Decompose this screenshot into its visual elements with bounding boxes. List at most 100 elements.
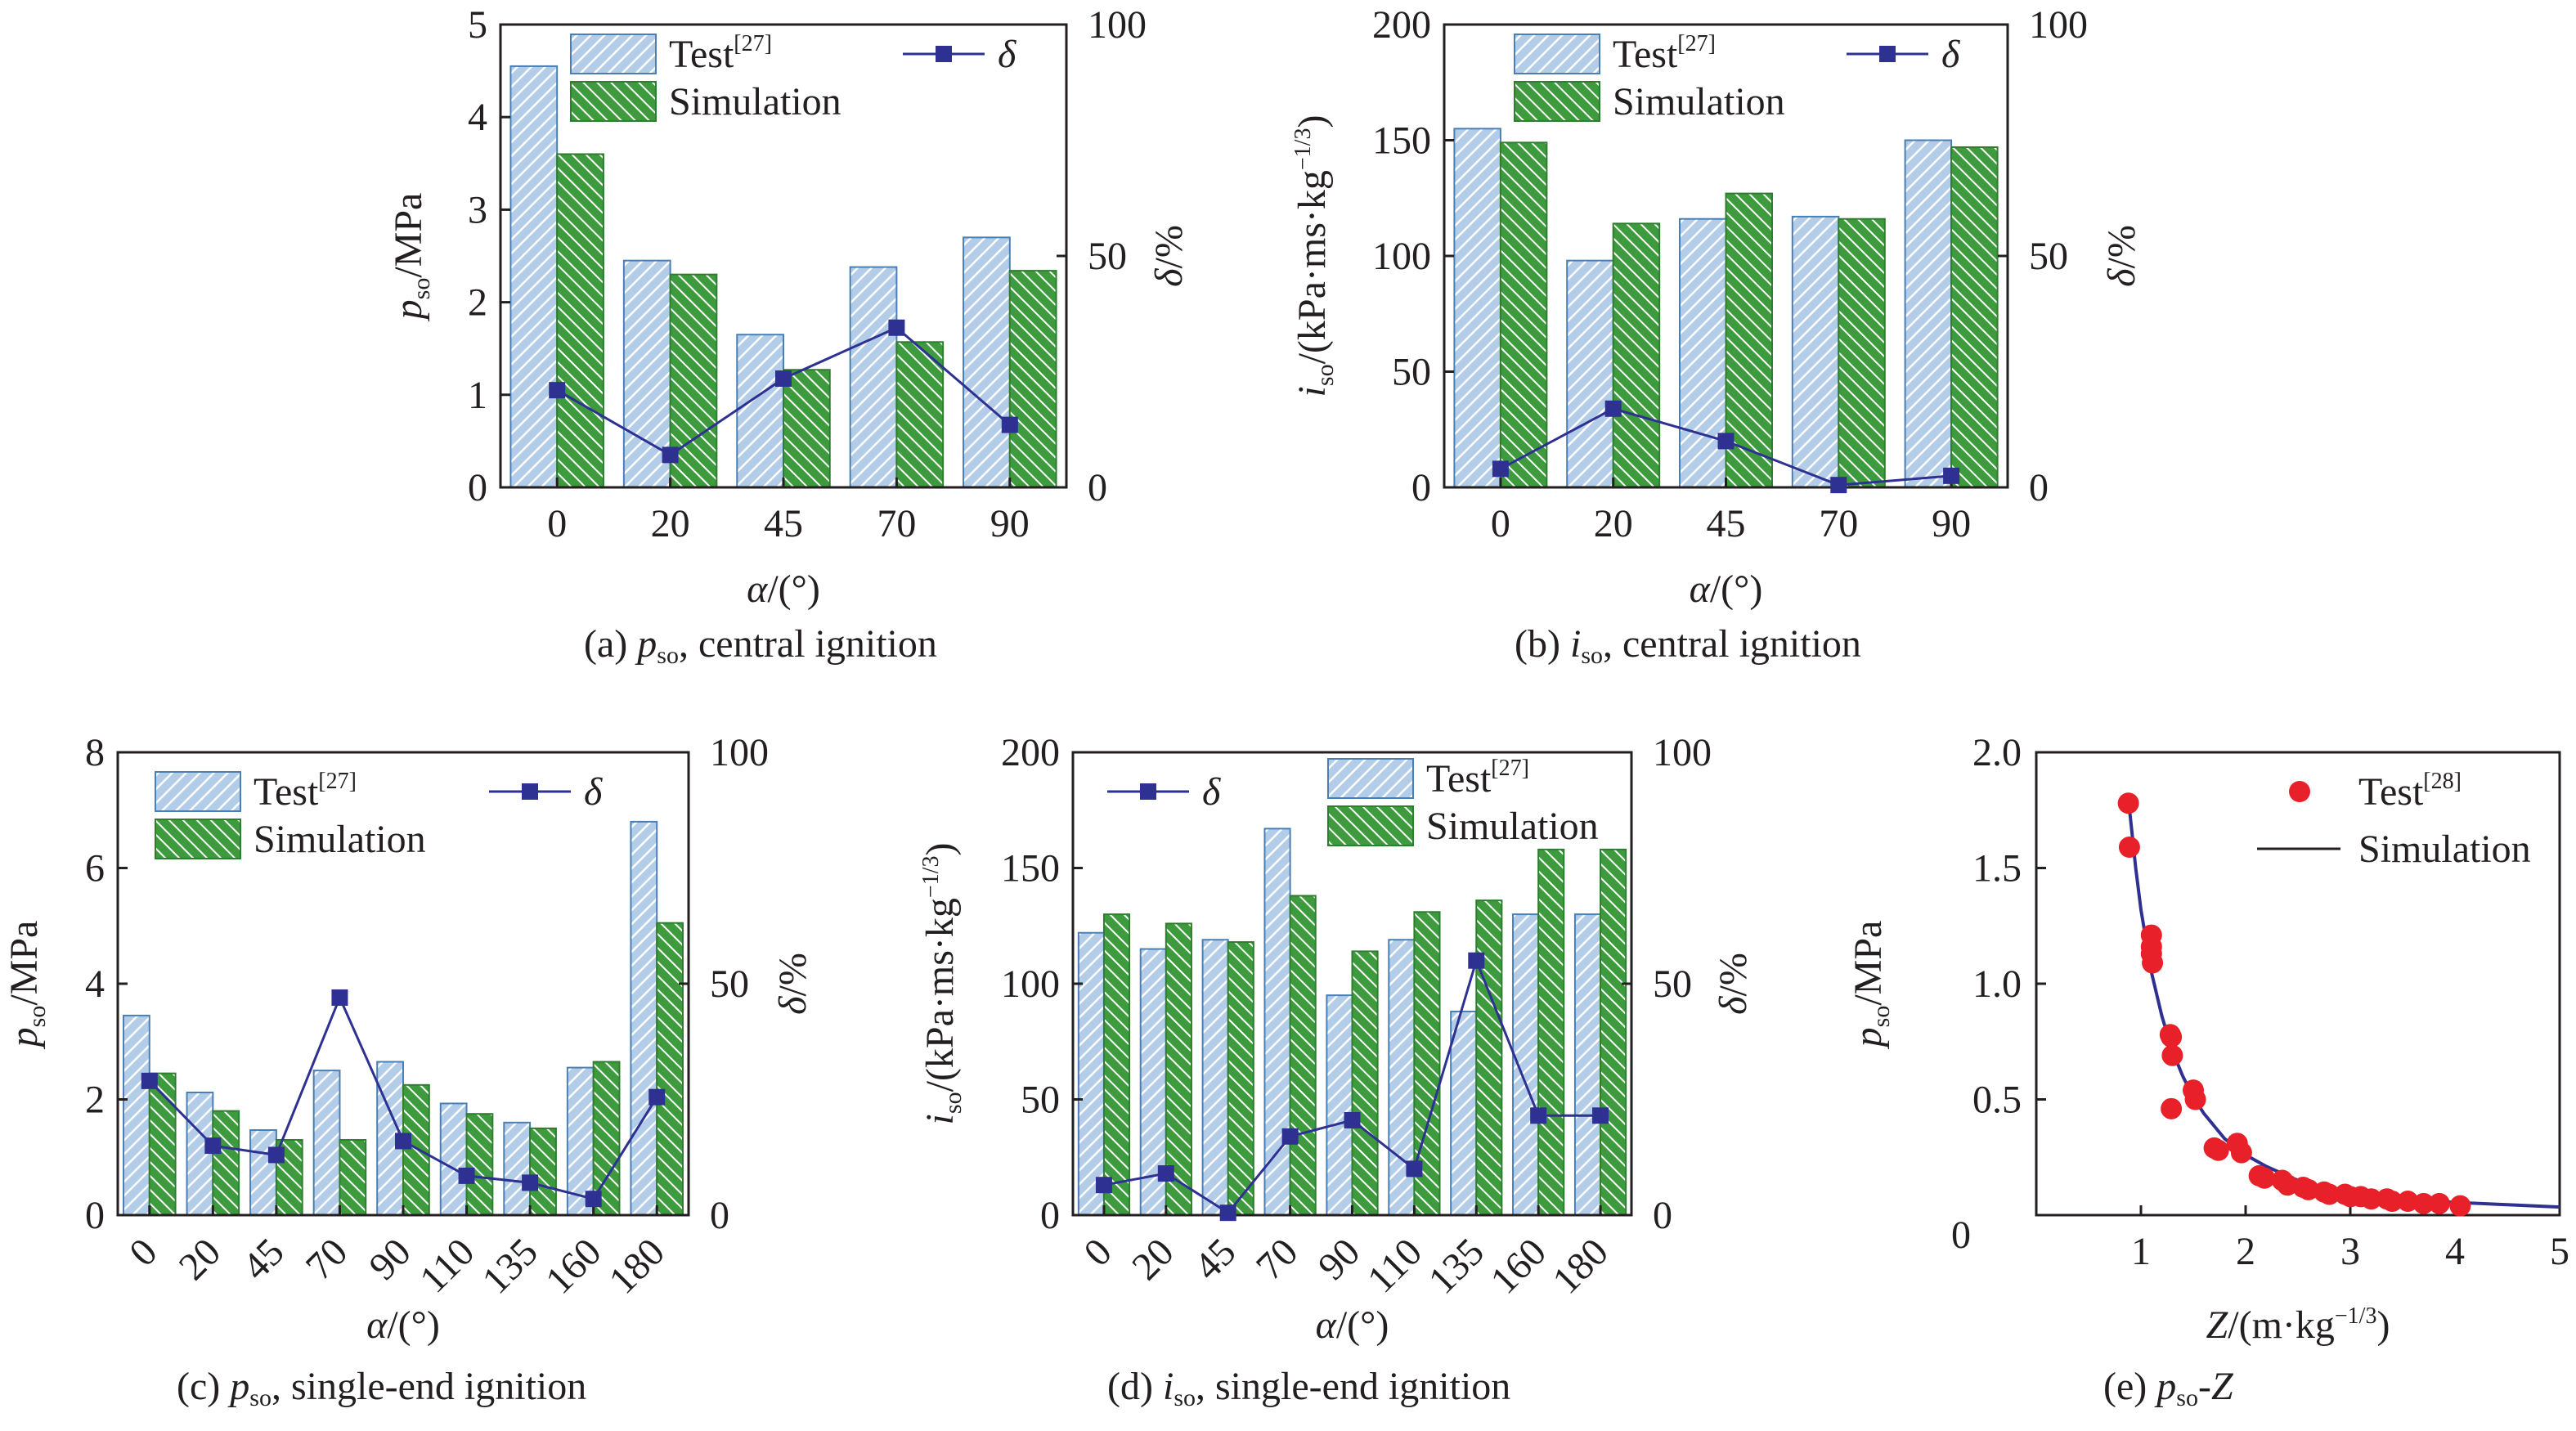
x-tick-label: 0 <box>1491 502 1510 545</box>
x-axis-label: α/(°) <box>1690 567 1763 611</box>
x-tick-label: 1 <box>2131 1230 2151 1273</box>
y-tick-label: 1.0 <box>1972 962 2022 1006</box>
delta-marker <box>1468 952 1485 969</box>
bar-simulation <box>465 1113 494 1216</box>
caption-b: (b) iso, central ignition <box>1515 622 1861 669</box>
x-tick-label: 110 <box>411 1230 482 1301</box>
y2-tick-label: 100 <box>2029 3 2088 47</box>
legend-label-delta: δ <box>1941 33 1960 76</box>
test-point <box>2277 1174 2299 1196</box>
bar-test <box>249 1128 277 1217</box>
x-axis-label: Z/(m·kg−1/3) <box>2206 1303 2390 1347</box>
legend-label-simulation: Simulation <box>1426 805 1599 848</box>
y-tick-label: 200 <box>1001 731 1060 774</box>
delta-marker <box>331 989 348 1006</box>
x-tick-label: 0 <box>121 1230 165 1274</box>
y-tick-label: 5 <box>468 3 487 47</box>
bar-simulation <box>1600 848 1627 1216</box>
test-point <box>2142 952 2164 974</box>
x-tick-label: 90 <box>1932 502 1971 545</box>
bar-test <box>439 1102 468 1217</box>
bar-test <box>1077 931 1105 1216</box>
x-tick-label: 20 <box>651 502 690 545</box>
y-tick-label: 4 <box>85 962 105 1006</box>
x-tick-label: 90 <box>361 1230 419 1288</box>
delta-marker <box>395 1133 411 1150</box>
y-tick-label: 50 <box>1392 351 1431 394</box>
y-axis-label: pso/MPa <box>387 193 435 322</box>
legend-swatch-simulation <box>1327 805 1414 846</box>
y-tick-label: 0.5 <box>1972 1079 2022 1122</box>
legend-label-simulation: Simulation <box>254 818 426 861</box>
y2-axis-label: δ/% <box>1712 953 1755 1015</box>
test-point <box>2397 1191 2419 1213</box>
bar-simulation <box>339 1139 367 1217</box>
bar-test <box>509 65 559 488</box>
y-tick-label: 1 <box>468 374 487 417</box>
x-tick-label: 20 <box>171 1230 229 1288</box>
bar-simulation <box>656 922 684 1217</box>
legend-swatch-simulation <box>155 819 241 859</box>
y-tick-label: 100 <box>1001 962 1060 1006</box>
x-tick-label: 90 <box>1310 1230 1368 1288</box>
bar-test <box>630 820 658 1217</box>
test-point <box>2254 1167 2276 1189</box>
legend-label-test: Test[27] <box>254 769 357 814</box>
x-tick-label: 2 <box>2236 1230 2255 1273</box>
delta-marker <box>1219 1204 1236 1222</box>
legend-swatch-simulation <box>570 81 657 122</box>
legend-label-test: Test[27] <box>669 31 772 76</box>
x-tick-label: 70 <box>877 502 916 545</box>
bar-simulation <box>1537 848 1565 1216</box>
legend-marker-delta <box>936 46 952 62</box>
legend-label-simulation: Simulation <box>669 80 841 123</box>
delta-marker <box>141 1072 158 1089</box>
x-tick-label: 70 <box>1819 502 1858 545</box>
x-tick-label: 20 <box>1594 502 1633 545</box>
delta-marker <box>1281 1128 1299 1145</box>
delta-marker <box>1717 433 1735 450</box>
x-tick-label: 20 <box>1124 1230 1182 1288</box>
x-tick-label: 180 <box>601 1230 673 1302</box>
x-tick-label: 4 <box>2445 1230 2465 1273</box>
test-point <box>2117 792 2139 814</box>
bar-simulation <box>402 1083 430 1216</box>
y2-tick-label: 50 <box>1653 962 1692 1006</box>
legend-swatch-simulation <box>1514 81 1600 122</box>
delta-marker <box>1943 467 1960 484</box>
delta-marker <box>1592 1107 1609 1124</box>
x-tick-label: 135 <box>1420 1230 1492 1302</box>
bar-test <box>1573 913 1602 1216</box>
bar-simulation <box>529 1127 557 1216</box>
y-tick-label: 2.0 <box>1972 731 2022 774</box>
y-tick-label: 50 <box>1021 1079 1060 1122</box>
bar-test <box>1453 128 1501 488</box>
bar-test <box>1904 139 1953 488</box>
delta-marker <box>1492 460 1509 478</box>
y2-axis-label: δ/% <box>771 953 815 1015</box>
delta-marker <box>1530 1107 1547 1124</box>
test-point <box>2184 1088 2206 1110</box>
legend-label-delta: δ <box>584 770 603 814</box>
x-tick-label: 5 <box>2550 1230 2569 1273</box>
test-point <box>2118 837 2140 859</box>
y-tick-label: 3 <box>468 188 487 231</box>
legend-label-test: Test[27] <box>1426 756 1529 801</box>
x-tick-label: 45 <box>764 502 803 545</box>
bar-test <box>736 334 784 488</box>
y-tick-label: 0 <box>85 1194 105 1237</box>
legend-marker-delta <box>1140 783 1156 800</box>
delta-marker <box>1406 1160 1423 1178</box>
x-tick-label: 0 <box>1075 1230 1120 1274</box>
legend-label-delta: δ <box>1202 770 1221 814</box>
test-point <box>2297 1178 2319 1200</box>
bar-test <box>312 1070 341 1216</box>
bar-test <box>1791 215 1840 488</box>
y2-tick-label: 50 <box>2029 235 2068 278</box>
bar-test <box>1450 1010 1478 1216</box>
delta-marker <box>204 1137 222 1155</box>
legend-label-simulation: Simulation <box>1613 80 1785 123</box>
chart-e: 0 1 2 3 4 5 0.5 1.0 1.5 2.0 Z/(m·kg−1/3) pso/MPa Tes… <box>1847 731 2569 1347</box>
y2-tick-label: 50 <box>710 962 749 1006</box>
